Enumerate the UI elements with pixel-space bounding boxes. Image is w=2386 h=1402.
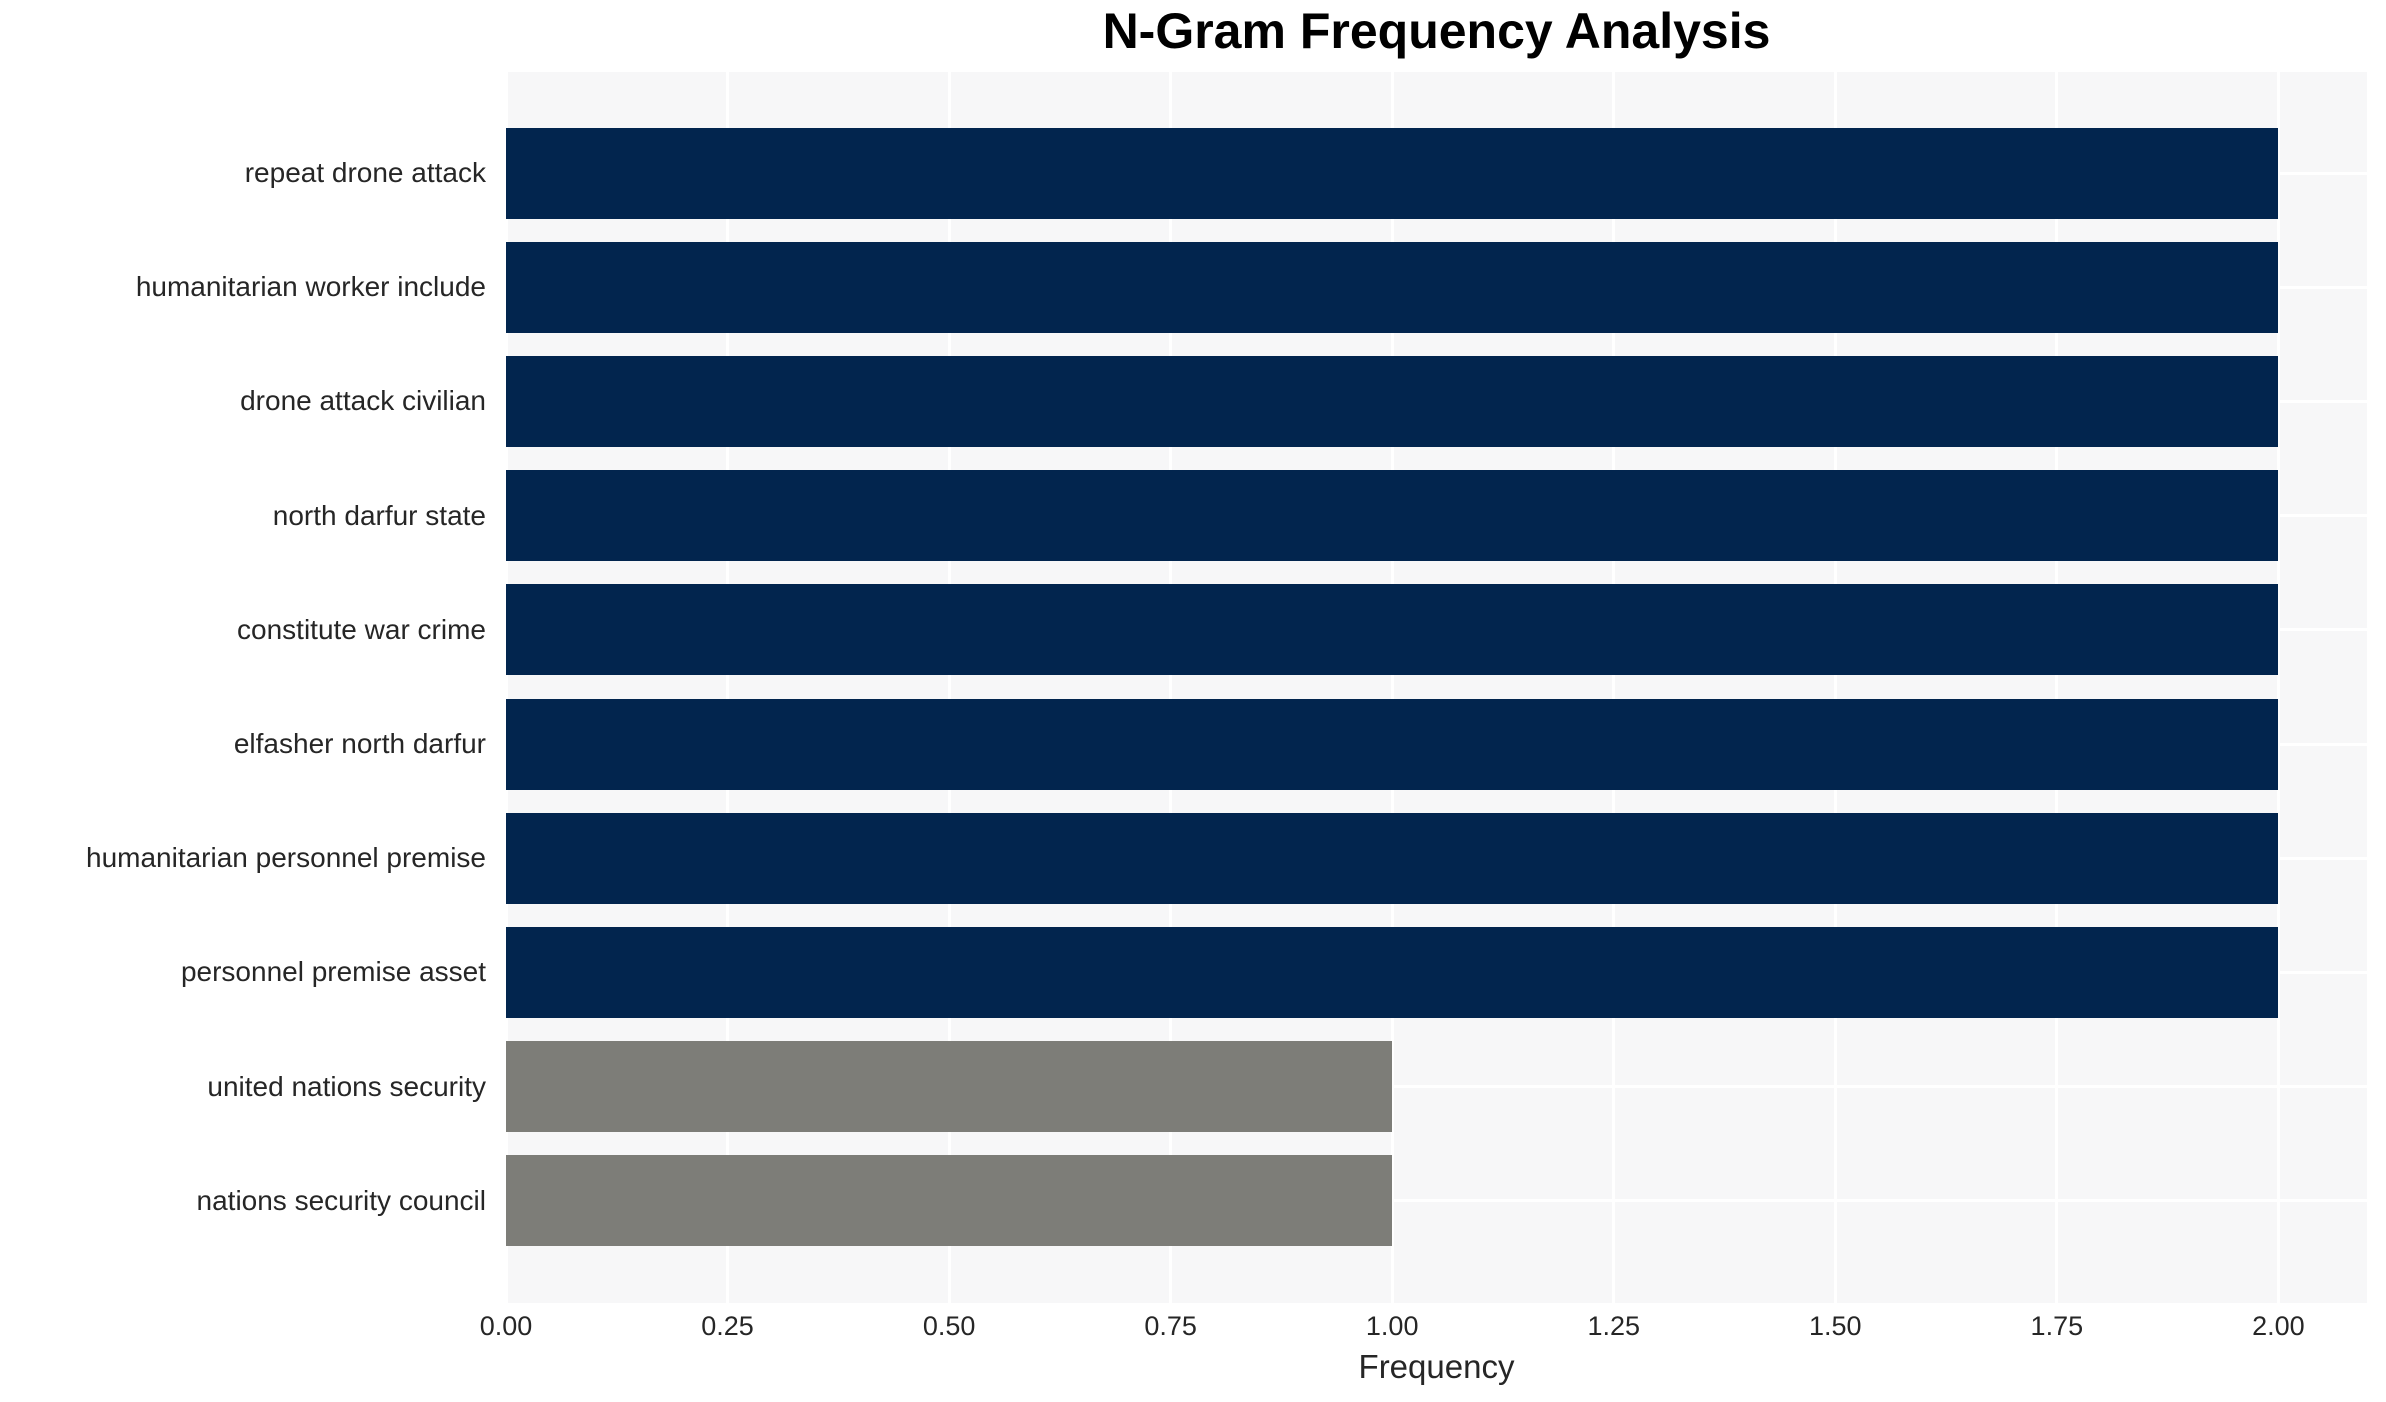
y-axis: repeat drone attack humanitarian worker i… xyxy=(0,72,496,1303)
y-tick-label: repeat drone attack xyxy=(244,157,486,188)
y-tick-label: constitute war crime xyxy=(237,614,486,645)
bar xyxy=(506,584,2279,675)
gridline-vertical xyxy=(726,72,730,1303)
gridline-vertical xyxy=(2055,72,2059,1303)
bar xyxy=(506,356,2279,447)
y-tick-label: personnel premise asset xyxy=(180,956,486,987)
x-tick-label: 0.00 xyxy=(479,1311,533,1341)
x-tick-label: 0.75 xyxy=(1144,1311,1197,1341)
plot-area xyxy=(504,72,2367,1303)
gridline-vertical xyxy=(1390,72,1394,1303)
x-tick-label: 0.50 xyxy=(922,1311,976,1341)
x-tick-label: 0.25 xyxy=(701,1311,754,1341)
y-tick-label: nations security council xyxy=(196,1185,486,1216)
bar xyxy=(506,1155,1393,1246)
bar xyxy=(506,813,2279,904)
y-tick-label: united nations security xyxy=(207,1071,486,1102)
x-tick-label: 1.00 xyxy=(1365,1311,1419,1341)
gridline-vertical xyxy=(947,72,951,1303)
x-axis-label: Frequency xyxy=(1358,1348,1515,1385)
y-tick-label: drone attack civilian xyxy=(240,385,486,416)
gridline-horizontal xyxy=(506,1199,2367,1202)
bar xyxy=(506,699,2279,790)
gridline-vertical xyxy=(1612,72,1616,1303)
chart-title: N-Gram Frequency Analysis xyxy=(1102,3,1771,59)
y-tick-label: north darfur state xyxy=(272,500,486,531)
gridline-vertical xyxy=(504,72,508,1303)
gridline-vertical xyxy=(2276,72,2280,1303)
bar xyxy=(506,242,2279,333)
x-tick-label: 1.25 xyxy=(1587,1311,1641,1341)
x-tick-label: 1.75 xyxy=(2030,1311,2084,1341)
y-tick-label: elfasher north darfur xyxy=(233,728,486,759)
x-axis: 0.00 0.25 0.50 0.75 1.00 1.25 1.50 1.75 2.00 xyxy=(480,1311,2367,1347)
bar xyxy=(506,470,2279,561)
x-tick-label: 2.00 xyxy=(2252,1311,2305,1341)
bar xyxy=(506,927,2279,1018)
bar xyxy=(506,1041,1393,1132)
y-tick-label: humanitarian personnel premise xyxy=(86,842,486,873)
gridline-vertical xyxy=(1169,72,1173,1303)
y-tick-label: humanitarian worker include xyxy=(135,271,486,302)
x-tick-label: 1.50 xyxy=(1809,1311,1862,1341)
bar xyxy=(506,128,2279,219)
gridline-horizontal xyxy=(506,1085,2367,1088)
gridline-vertical xyxy=(1833,72,1837,1303)
